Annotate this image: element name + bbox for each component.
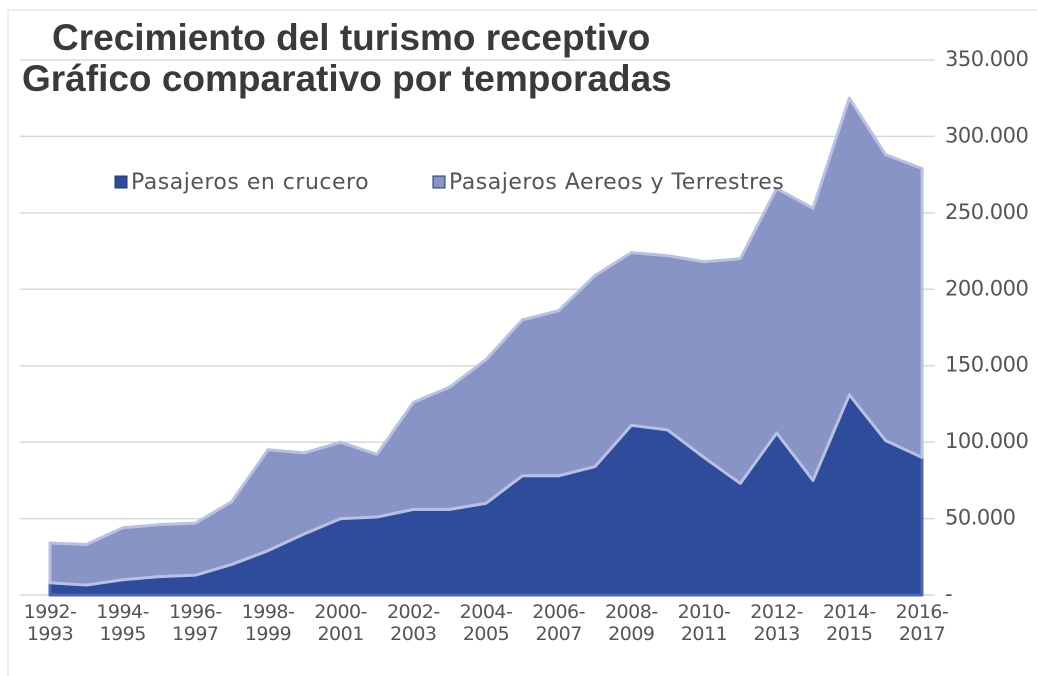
x-tick-label: 1996-1997 [168, 601, 222, 645]
x-tick-label: 2002-2003 [386, 601, 440, 645]
area [48, 96, 924, 587]
legend-label: Pasajeros en crucero [131, 170, 369, 195]
legend-swatch [432, 175, 446, 189]
x-tick-label: 2000-2001 [314, 601, 368, 645]
chart-subtitle: Gráfico comparativo por temporadas [22, 58, 672, 99]
x-tick-label: 1994-1995 [96, 601, 150, 645]
x-tick-label: 2008-2009 [604, 601, 658, 645]
legend-swatch [114, 175, 128, 189]
x-tick-label: 1998-1999 [241, 601, 295, 645]
y-tick-label: 350.000 [945, 47, 1028, 71]
y-tick-label: 300.000 [945, 123, 1028, 147]
y-tick-label: 50.000 [945, 506, 1015, 530]
y-tick-label: 200.000 [945, 276, 1028, 300]
x-tick-label: 2014-2015 [822, 601, 876, 645]
y-tick-label: 250.000 [945, 200, 1028, 224]
x-tick-label: 2006-2007 [532, 601, 586, 645]
y-tick-label: 100.000 [945, 429, 1028, 453]
x-tick-label: 2012-2013 [750, 601, 804, 645]
frame [7, 9, 1037, 676]
x-tick-label: 2004-2005 [459, 601, 513, 645]
x-tick-label: 2010-2011 [677, 601, 731, 645]
chart-title: Crecimiento del turismo receptivo [52, 17, 650, 58]
x-tick-label: 2016-2017 [895, 601, 949, 645]
y-tick-label: 150.000 [945, 353, 1028, 377]
y-tick-label: - [945, 582, 952, 606]
x-tick-label: 1992-1993 [23, 601, 77, 645]
legend-label: Pasajeros Aereos y Terrestres [449, 170, 784, 195]
